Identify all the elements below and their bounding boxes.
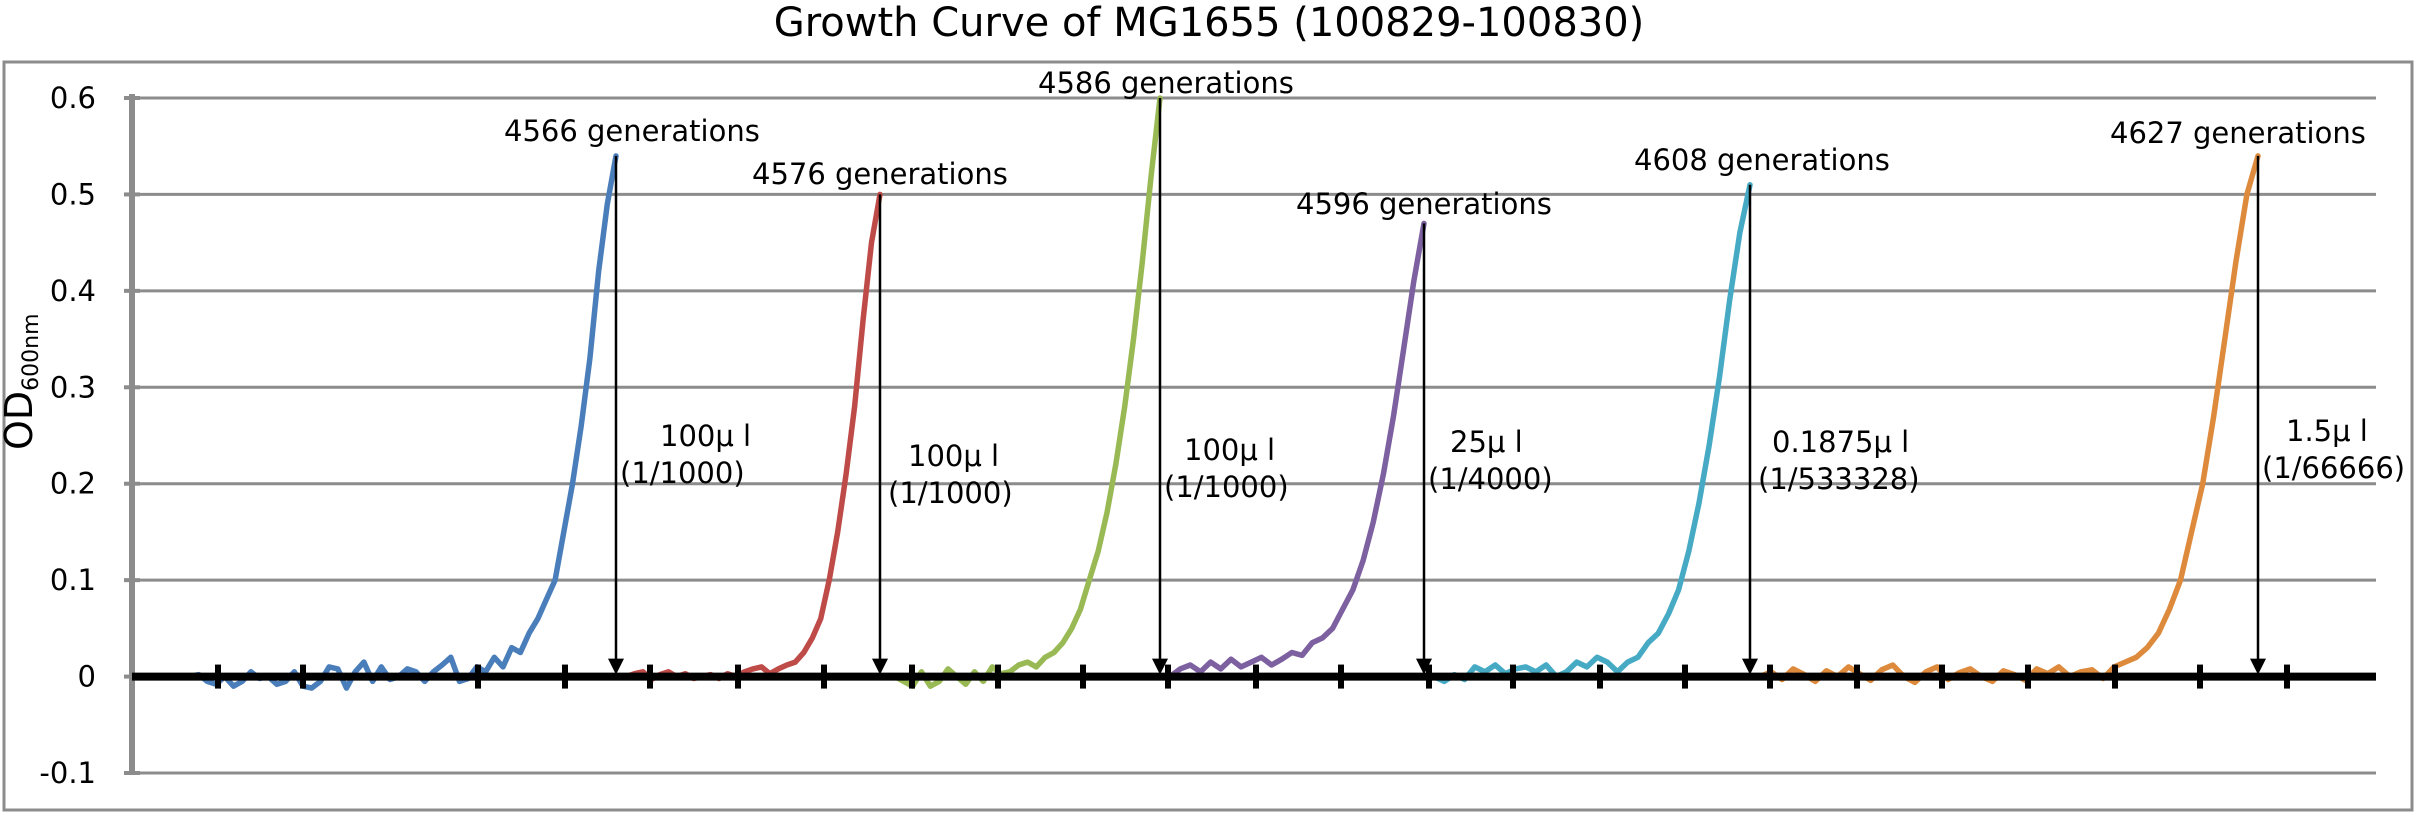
series-4-arrowhead: [1416, 658, 1432, 675]
series-4-generations-label: 4596 generations: [1296, 187, 1552, 221]
series-lines: [187, 95, 2261, 691]
series-6-transfer-volume: 1.5μ l: [2286, 414, 2368, 448]
y-tick-label: 0.5: [50, 177, 96, 211]
series-6-transfer-dilution: (1/66666): [2262, 451, 2405, 485]
y-tick-label: 0: [78, 660, 96, 694]
series-3-line: [892, 95, 1163, 689]
series-4-transfer-dilution: (1/4000): [1428, 462, 1553, 496]
series-3-arrowhead: [1152, 658, 1168, 675]
series-1-line: [187, 153, 619, 691]
series-2-arrowhead: [872, 658, 888, 675]
plot-area-border: [2, 60, 2414, 812]
series-1-transfer-volume: 100μ l: [660, 419, 751, 453]
series-4-line: [1167, 220, 1427, 680]
series-2-transfer-dilution: (1/1000): [888, 476, 1013, 510]
series-4-transfer-volume: 25μ l: [1450, 425, 1523, 459]
y-tick-label: 0.3: [50, 370, 96, 404]
series-2-generations-label: 4576 generations: [752, 157, 1008, 191]
y-tick-label: 0.1: [50, 563, 96, 597]
series-2-line: [623, 191, 883, 683]
y-tick-label: 0.6: [50, 81, 96, 115]
series-1-arrowhead: [608, 658, 624, 675]
y-axis-label-main: OD: [0, 391, 41, 450]
y-tick-label: 0.2: [50, 467, 96, 501]
series-5-line: [1431, 182, 1753, 685]
series-6-generations-label: 4627 generations: [2110, 116, 2366, 150]
series-2-transfer-volume: 100μ l: [908, 439, 999, 473]
series-5-arrowhead: [1742, 658, 1758, 675]
series-6-arrowhead: [2250, 658, 2266, 675]
series-6-line: [1757, 153, 2261, 686]
grid-lines: [132, 96, 2376, 775]
chart-title: Growth Curve of MG1655 (100829-100830): [774, 0, 1645, 46]
x-axis: [132, 664, 2376, 689]
series-5-transfer-volume: 0.1875μ l: [1772, 425, 1909, 459]
y-tick-label: -0.1: [39, 756, 96, 790]
y-axis-label: OD600nm: [0, 313, 44, 450]
series-3-transfer-volume: 100μ l: [1184, 433, 1275, 467]
series-3-generations-label: 4586 generations: [1038, 66, 1294, 100]
series-3-transfer-dilution: (1/1000): [1164, 470, 1289, 504]
series-5-generations-label: 4608 generations: [1634, 143, 1890, 177]
series-1-transfer-dilution: (1/1000): [620, 456, 745, 490]
y-axis-label-subscript: 600nm: [19, 313, 44, 390]
y-tick-label: 0.4: [50, 274, 96, 308]
y-axis: -0.1 0 0.1 0.2 0.3 0.4 0.5 0.6: [39, 81, 140, 790]
series-1-generations-label: 4566 generations: [504, 114, 760, 148]
series-5-transfer-dilution: (1/533328): [1758, 462, 1920, 496]
